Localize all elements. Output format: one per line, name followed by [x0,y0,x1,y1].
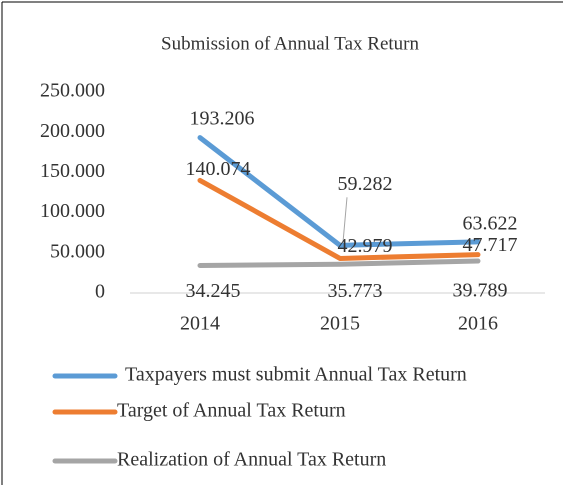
y-tick-label: 100.000 [40,200,105,222]
x-tick-label: 2014 [180,313,220,335]
y-tick-label: 250.000 [40,80,105,102]
series-line [197,177,481,261]
data-label: 39.789 [453,280,508,302]
x-tick-label: 2016 [458,313,498,335]
series-line [197,135,481,248]
leader-line [342,197,348,243]
data-label: 59.282 [338,173,393,195]
data-label: 34.245 [186,280,241,302]
chart-title: Submission of Annual Tax Return [161,33,419,54]
legend-label: Target of Annual Tax Return [117,400,346,422]
x-tick-label: 2015 [320,313,360,335]
data-label: 63.622 [463,212,518,234]
data-label: 193.206 [190,107,255,129]
data-label: 35.773 [328,280,383,302]
data-label: 47.717 [463,234,518,256]
y-tick-label: 0 [95,281,105,303]
y-tick-label: 50.000 [50,240,105,262]
series-line [197,258,481,268]
data-label: 140.074 [186,158,251,180]
data-label: 42.979 [338,235,393,257]
legend-label: Taxpayers must submit Annual Tax Return [125,364,467,386]
y-tick-label: 200.000 [40,120,105,142]
legend-label: Realization of Annual Tax Return [117,449,386,471]
y-tick-label: 150.000 [40,160,105,182]
